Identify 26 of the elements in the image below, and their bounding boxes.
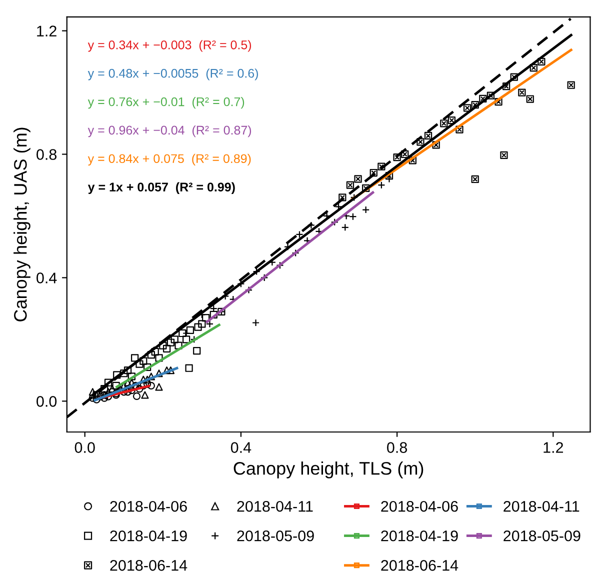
legend-label: 2018-05-09 bbox=[237, 530, 314, 542]
y-tick-label: 1.2 bbox=[37, 26, 56, 36]
y-tick-label: 0.0 bbox=[36, 396, 57, 407]
annotation: y = 1x + 0.057 (R² = 0.99) bbox=[88, 182, 235, 194]
legend-label: 2018-06-14 bbox=[381, 560, 458, 571]
x-tick-label: 1.2 bbox=[544, 442, 564, 453]
annotation: y = 0.84x + 0.075 (R² = 0.89) bbox=[88, 154, 251, 166]
x-tick-label: 0.0 bbox=[74, 442, 95, 453]
legend-label: 2018-05-09 bbox=[504, 530, 580, 542]
annotation: y = 0.34x + −0.003 (R² = 0.5) bbox=[88, 40, 252, 52]
x-tick-label: 0.4 bbox=[230, 442, 252, 453]
annotation: y = 0.48x + −0.0055 (R² = 0.6) bbox=[88, 68, 258, 80]
legend-label: 2018-04-11 bbox=[504, 500, 580, 512]
legend-label: 2018-04-06 bbox=[381, 500, 458, 512]
legend-label: 2018-04-06 bbox=[110, 500, 187, 512]
y-axis-title: Canopy height, UAS (m) bbox=[14, 128, 30, 322]
legend-label: 2018-04-19 bbox=[381, 530, 458, 542]
annotation: y = 0.96x + −0.04 (R² = 0.87) bbox=[88, 125, 252, 138]
x-axis-title: Canopy height, TLS (m) bbox=[234, 462, 424, 478]
legend-label: 2018-04-11 bbox=[237, 500, 313, 512]
legend-label: 2018-04-19 bbox=[110, 530, 187, 542]
y-tick-label: 0.4 bbox=[36, 272, 57, 284]
x-tick-label: 0.8 bbox=[387, 442, 408, 453]
y-tick-label: 0.8 bbox=[36, 149, 57, 160]
annotation: y = 0.76x + −0.01 (R² = 0.7) bbox=[88, 97, 244, 109]
legend-label: 2018-06-14 bbox=[110, 560, 188, 571]
